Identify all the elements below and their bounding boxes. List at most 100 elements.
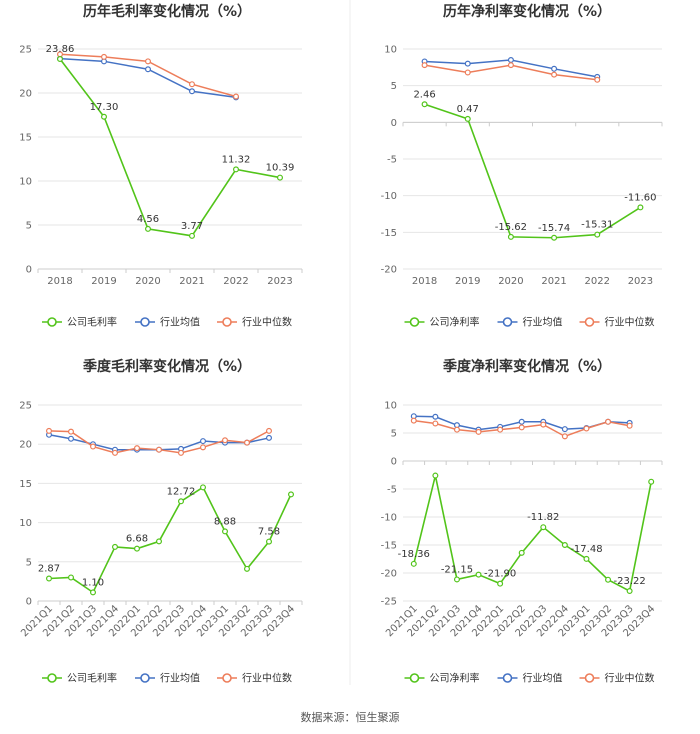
y-tick-label: 20 (19, 89, 32, 100)
legend-marker (409, 317, 420, 327)
y-tick-label: 5 (26, 221, 32, 232)
data-label: -15.74 (538, 223, 570, 234)
data-point-avg (432, 413, 439, 420)
x-tick-label: 2021 (179, 276, 204, 287)
data-label: 2.87 (38, 563, 60, 574)
y-tick-label: 10 (384, 401, 397, 412)
data-point-company (453, 576, 460, 583)
legend-item-avg: 行业均值 (135, 672, 200, 685)
legend-item-avg: 行业均值 (135, 316, 200, 329)
chart-title: 历年净利率变化情况（%） (443, 3, 611, 20)
data-point-median (453, 426, 460, 433)
data-point-company (277, 174, 284, 181)
y-tick-label: -25 (381, 597, 397, 608)
series-line-company (48, 486, 292, 594)
legend-item-median: 行业中位数 (217, 316, 292, 329)
y-tick-label: -20 (381, 265, 397, 276)
data-point-avg (507, 56, 514, 63)
data-point-company (189, 232, 196, 239)
data-label: -23.22 (614, 576, 646, 587)
data-point-median (464, 69, 471, 76)
data-label: -11.82 (527, 512, 559, 523)
legend-marker (502, 673, 513, 683)
legend-marker (222, 317, 232, 327)
data-point-median (605, 418, 612, 425)
data-point-company (45, 575, 52, 582)
data-point-median (200, 444, 207, 451)
data-point-company (156, 538, 163, 545)
legend-label: 行业均值 (523, 316, 563, 329)
data-label: 23.86 (46, 44, 75, 55)
data-point-avg (189, 88, 196, 95)
data-label: -15.31 (581, 220, 613, 231)
series-line-company (413, 475, 652, 593)
y-tick-label: -10 (381, 191, 397, 202)
legend-marker (502, 317, 513, 327)
legend-item-company: 公司净利率 (404, 672, 480, 685)
data-point-company (56, 56, 63, 63)
data-point-company (178, 498, 185, 505)
data-point-avg (518, 418, 525, 425)
data-point-company (67, 574, 74, 581)
data-point-median (421, 62, 428, 69)
data-point-company (410, 560, 417, 567)
data-point-company (111, 543, 118, 550)
x-tick-label: 2023 (267, 276, 292, 287)
data-point-company (475, 571, 482, 578)
data-label: 10.39 (266, 163, 295, 174)
series-line-avg (59, 57, 237, 99)
legend-label: 行业中位数 (605, 672, 655, 685)
data-point-avg (67, 435, 74, 442)
y-tick-label: 5 (391, 81, 397, 92)
data-label: 11.32 (222, 154, 251, 165)
y-tick-label: 20 (19, 440, 32, 451)
data-point-median (222, 437, 229, 444)
x-tick-label: 2022 (223, 276, 248, 287)
legend-marker (140, 673, 150, 683)
legend-marker (584, 317, 595, 327)
data-point-median (100, 53, 107, 60)
data-label: 1.10 (82, 577, 104, 588)
data-point-median (551, 71, 558, 78)
data-label: 0.47 (457, 104, 479, 115)
y-tick-label: -10 (381, 513, 397, 524)
x-tick-label: 2021 (541, 276, 566, 287)
data-point-company (233, 166, 240, 173)
data-point-company (200, 484, 207, 491)
data-point-company (222, 528, 229, 535)
data-point-median (134, 445, 141, 452)
legend-item-avg: 行业均值 (497, 672, 563, 685)
chart-annual-gross-margin: 历年毛利率变化情况（%） 0 5 10 15 20 25 2018 2019 2020 2021 20… (19, 3, 303, 329)
data-point-company (497, 580, 504, 587)
data-point-median (111, 449, 118, 456)
legend-label: 公司毛利率 (67, 316, 117, 329)
legend-label: 行业中位数 (242, 672, 292, 685)
data-point-median (432, 420, 439, 427)
y-tick-label: 15 (19, 479, 32, 490)
chart-title: 季度毛利率变化情况（%） (82, 358, 251, 375)
data-point-company (540, 524, 547, 531)
legend-label: 行业均值 (160, 316, 200, 329)
y-tick-label: 0 (26, 265, 32, 276)
x-tick-label: 2022 (585, 276, 610, 287)
y-tick-label: 5 (391, 429, 397, 440)
data-point-median (561, 433, 568, 440)
chart-quarterly-gross-margin: 季度毛利率变化情况（%）05101520252021Q12021Q22021Q3… (19, 358, 303, 685)
data-point-company (464, 115, 471, 122)
data-point-median (156, 446, 163, 453)
series-line-company (424, 103, 641, 239)
data-point-company (648, 478, 655, 485)
data-label: 8.88 (214, 516, 236, 527)
series-line-company (59, 58, 281, 237)
data-label: -15.62 (495, 222, 527, 233)
y-tick-label: 10 (384, 45, 397, 56)
legend-label: 公司毛利率 (67, 672, 117, 685)
data-point-median (89, 443, 96, 450)
x-tick-label: 2020 (135, 276, 160, 287)
y-tick-label: -20 (381, 569, 397, 580)
data-label: -11.60 (624, 192, 656, 203)
legend-label: 行业中位数 (242, 316, 292, 329)
legend-item-company: 公司净利率 (404, 316, 480, 329)
data-point-median (266, 427, 273, 434)
